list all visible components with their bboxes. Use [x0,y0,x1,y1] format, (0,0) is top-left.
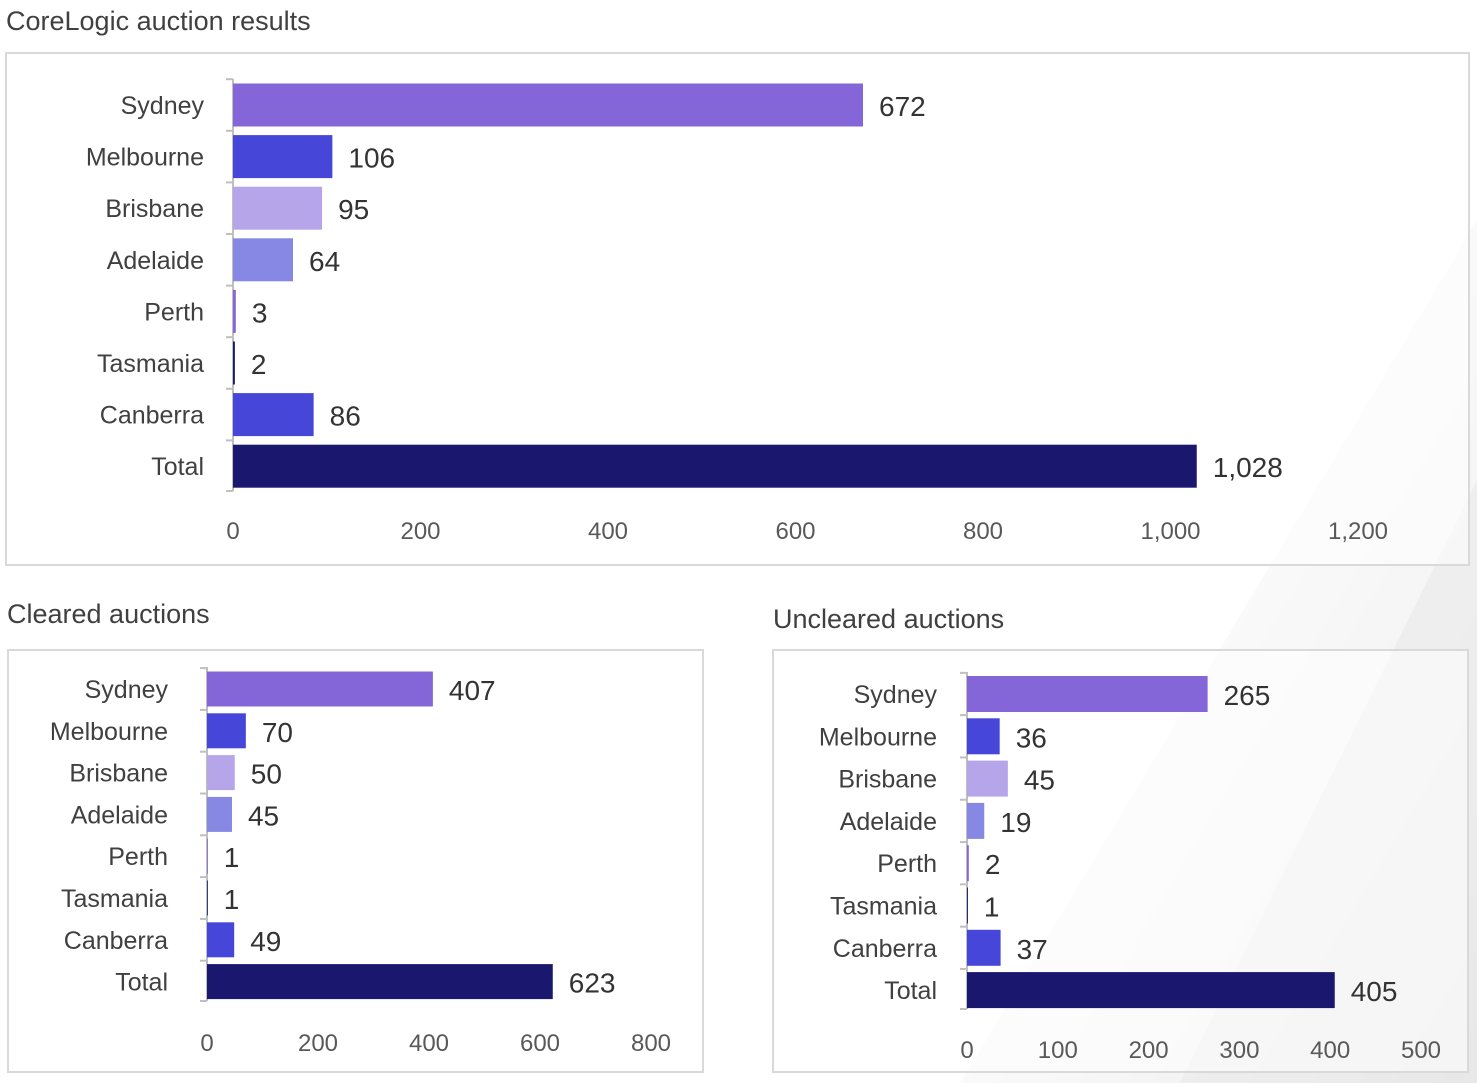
data-label: 95 [338,194,369,225]
bar-adelaide [967,802,985,839]
data-label: 19 [1000,807,1031,838]
x-tick-label: 400 [1310,1037,1350,1064]
data-label: 623 [569,968,616,999]
category-label: Melbourne [819,723,937,751]
cleared-chart-title: Cleared auctions [7,599,210,629]
x-tick-label: 800 [631,1030,671,1057]
bar-brisbane [233,186,323,230]
x-tick-label: 0 [226,518,239,545]
bar-adelaide [233,238,293,282]
category-label: Brisbane [838,766,937,794]
cleared-chart-panel [7,649,704,1073]
data-label: 49 [250,926,281,957]
data-label: 1,028 [1213,452,1283,483]
x-tick-label: 200 [298,1030,338,1057]
bar-melbourne [207,713,246,749]
bar-brisbane [967,760,1008,797]
data-label: 672 [879,91,926,122]
x-tick-label: 0 [960,1037,973,1064]
bar-canberra [967,929,1001,966]
bar-tasmania [967,887,968,924]
bar-tasmania [233,341,235,385]
x-tick-label: 600 [775,518,815,545]
x-tick-label: 400 [588,518,628,545]
data-label: 1 [984,892,1000,923]
category-label: Total [115,969,168,997]
data-label: 2 [251,349,267,380]
category-label: Melbourne [86,144,204,172]
category-label: Adelaide [71,801,168,829]
data-label: 106 [348,143,395,174]
category-label: Brisbane [105,195,204,223]
bar-total [233,444,1197,488]
bar-perth [233,289,236,333]
category-label: Adelaide [840,808,937,836]
category-label: Total [884,977,937,1005]
x-tick-label: 200 [400,518,440,545]
bar-perth [207,838,208,874]
bar-total [967,972,1335,1009]
x-tick-label: 1,000 [1140,518,1200,545]
bar-canberra [207,922,235,958]
x-tick-label: 500 [1401,1037,1441,1064]
category-label: Canberra [833,935,937,963]
x-tick-label: 1,200 [1328,518,1388,545]
bar-brisbane [207,755,235,791]
bar-melbourne [967,718,1000,755]
category-label: Tasmania [830,893,937,921]
uncleared-chart-title: Uncleared auctions [773,604,1005,634]
category-label: Melbourne [50,718,168,746]
category-label: Perth [877,850,937,878]
category-label: Sydney [85,676,169,704]
category-label: Adelaide [107,247,204,275]
category-label: Tasmania [97,350,204,378]
category-label: Canberra [64,927,168,955]
data-label: 37 [1017,934,1048,965]
data-label: 265 [1224,680,1271,711]
data-label: 36 [1016,722,1047,753]
category-label: Perth [144,298,204,326]
data-label: 45 [1024,765,1055,796]
data-label: 64 [309,246,340,277]
x-tick-label: 600 [520,1030,560,1057]
bar-melbourne [233,135,333,179]
data-label: 50 [251,759,282,790]
bar-sydney [233,83,863,127]
category-label: Canberra [100,402,204,430]
data-label: 45 [248,800,279,831]
category-label: Brisbane [69,760,168,788]
main-chart-title: CoreLogic auction results [6,6,311,36]
x-tick-label: 100 [1038,1037,1078,1064]
data-label: 3 [252,297,268,328]
category-label: Total [151,453,204,481]
category-label: Tasmania [61,885,168,913]
bar-canberra [233,393,314,437]
data-label: 2 [985,849,1001,880]
data-label: 70 [262,717,293,748]
bar-tasmania [207,880,208,916]
bar-perth [967,845,969,882]
data-label: 405 [1351,976,1398,1007]
data-label: 86 [330,401,361,432]
bar-total [207,964,553,1000]
bar-sydney [207,671,433,707]
x-tick-label: 800 [963,518,1003,545]
bar-sydney [967,676,1208,712]
bar-adelaide [207,796,232,832]
category-label: Sydney [854,681,938,709]
x-tick-label: 200 [1129,1037,1169,1064]
data-label: 1 [224,884,240,915]
data-label: 1 [224,842,240,873]
data-label: 407 [449,675,496,706]
x-tick-label: 0 [200,1030,213,1057]
x-tick-label: 400 [409,1030,449,1057]
x-tick-label: 300 [1219,1037,1259,1064]
category-label: Perth [108,843,168,871]
category-label: Sydney [121,92,205,120]
